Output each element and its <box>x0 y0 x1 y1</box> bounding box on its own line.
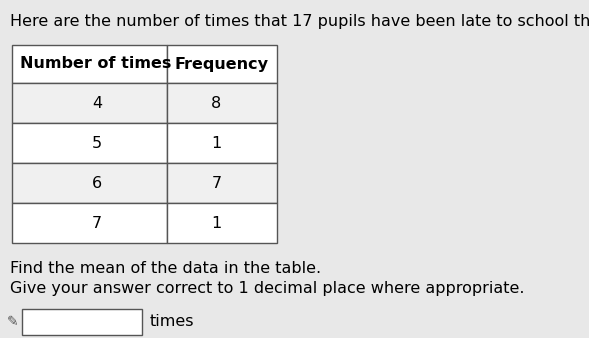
Text: times: times <box>150 314 194 330</box>
Bar <box>12 163 167 203</box>
Bar <box>167 83 277 123</box>
Text: 5: 5 <box>92 136 102 150</box>
Bar <box>22 309 142 335</box>
Bar <box>167 45 277 83</box>
Text: 1: 1 <box>211 216 221 231</box>
Bar <box>12 83 167 123</box>
Bar <box>12 45 167 83</box>
Text: Find the mean of the data in the table.: Find the mean of the data in the table. <box>10 261 321 276</box>
Bar <box>167 203 277 243</box>
Text: 1: 1 <box>211 136 221 150</box>
Bar <box>12 123 167 163</box>
Text: 7: 7 <box>92 216 102 231</box>
Text: 6: 6 <box>92 175 102 191</box>
Bar <box>167 123 277 163</box>
Text: 7: 7 <box>211 175 221 191</box>
Text: Give your answer correct to 1 decimal place where appropriate.: Give your answer correct to 1 decimal pl… <box>10 281 524 296</box>
Text: Number of times: Number of times <box>20 56 171 72</box>
Text: Frequency: Frequency <box>175 56 269 72</box>
Text: 8: 8 <box>211 96 221 111</box>
Bar <box>167 163 277 203</box>
Text: Here are the number of times that 17 pupils have been late to school this term.: Here are the number of times that 17 pup… <box>10 14 589 29</box>
Bar <box>12 203 167 243</box>
Text: 4: 4 <box>92 96 102 111</box>
Text: ✎: ✎ <box>6 315 18 329</box>
